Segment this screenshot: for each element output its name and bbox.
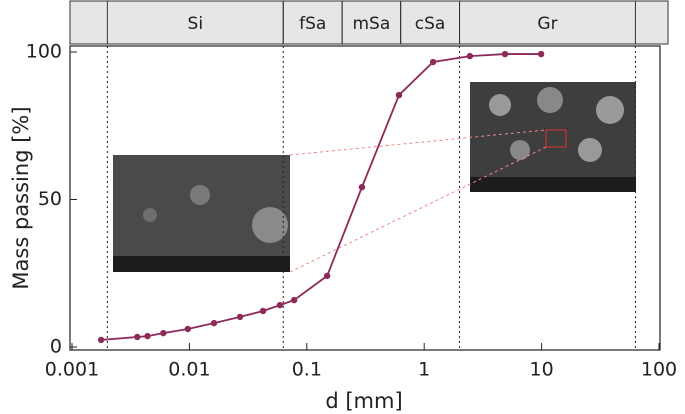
data-point <box>323 272 331 280</box>
zone-label: Si <box>188 14 204 34</box>
x-axis-label: d [mm] <box>325 389 402 413</box>
data-point <box>259 307 267 315</box>
y-tick-label: 0 <box>50 336 62 358</box>
data-point <box>358 183 366 191</box>
plot-frame <box>69 45 661 351</box>
zone-label: cSa <box>415 14 446 34</box>
zone-label: fSa <box>299 14 326 34</box>
x-tick-label: 10 <box>530 359 554 381</box>
data-point <box>290 296 298 304</box>
x-tick-label: 100 <box>641 359 677 381</box>
data-point <box>466 52 474 60</box>
data-point <box>429 58 437 66</box>
data-point <box>236 313 244 321</box>
zone-label: Gr <box>537 14 557 34</box>
x-tick-label: 0.01 <box>168 359 210 381</box>
data-point <box>395 91 403 99</box>
data-point <box>144 332 151 340</box>
sem-image-left <box>113 155 290 272</box>
y-tick-label: 50 <box>38 188 62 210</box>
y-tick-label: 100 <box>26 41 62 63</box>
x-tick-label: 0.1 <box>292 359 322 381</box>
data-point <box>184 325 192 333</box>
data-point <box>210 319 218 327</box>
data-point <box>276 301 284 309</box>
data-point <box>160 329 167 337</box>
x-tick-label: 1 <box>418 359 430 381</box>
zone-label: mSa <box>353 14 391 34</box>
x-tick-label: 0.001 <box>45 359 99 381</box>
y-axis-label: Mass passing [%] <box>9 106 33 289</box>
data-point <box>537 50 545 58</box>
data-point <box>501 50 509 58</box>
data-point <box>97 336 105 344</box>
data-point <box>134 333 141 341</box>
zoom-lines <box>289 129 547 273</box>
zone-band <box>69 0 669 45</box>
sem-image-right <box>470 82 636 192</box>
